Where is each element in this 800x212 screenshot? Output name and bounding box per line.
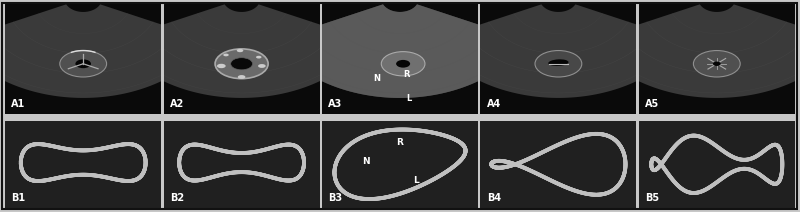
Ellipse shape (217, 64, 226, 68)
Ellipse shape (215, 49, 268, 79)
Text: B3: B3 (328, 193, 342, 204)
Text: A1: A1 (11, 99, 26, 109)
Text: A2: A2 (170, 99, 184, 109)
Text: N: N (373, 74, 380, 83)
Text: B1: B1 (11, 193, 26, 204)
Text: L: L (406, 94, 412, 103)
Text: N: N (362, 157, 370, 166)
Ellipse shape (256, 56, 262, 59)
Ellipse shape (396, 60, 410, 68)
Polygon shape (273, 4, 527, 98)
Ellipse shape (258, 64, 266, 68)
Ellipse shape (223, 54, 229, 56)
Text: B4: B4 (486, 193, 501, 204)
Ellipse shape (382, 52, 425, 76)
Ellipse shape (713, 61, 721, 66)
Polygon shape (431, 4, 686, 98)
Ellipse shape (238, 75, 246, 79)
Text: B5: B5 (645, 193, 659, 204)
Text: L: L (413, 176, 418, 186)
Ellipse shape (60, 50, 106, 77)
Ellipse shape (237, 49, 243, 52)
Ellipse shape (535, 50, 582, 77)
Text: A5: A5 (645, 99, 659, 109)
Polygon shape (273, 4, 527, 98)
Ellipse shape (694, 50, 740, 77)
Text: R: R (403, 70, 410, 79)
Text: A3: A3 (328, 99, 342, 109)
Text: A4: A4 (486, 99, 501, 109)
Text: B2: B2 (170, 193, 184, 204)
Text: R: R (397, 138, 403, 147)
Ellipse shape (548, 59, 569, 66)
Polygon shape (0, 4, 210, 98)
Polygon shape (114, 4, 369, 98)
Polygon shape (590, 4, 800, 98)
Ellipse shape (75, 59, 91, 68)
Ellipse shape (230, 58, 253, 70)
